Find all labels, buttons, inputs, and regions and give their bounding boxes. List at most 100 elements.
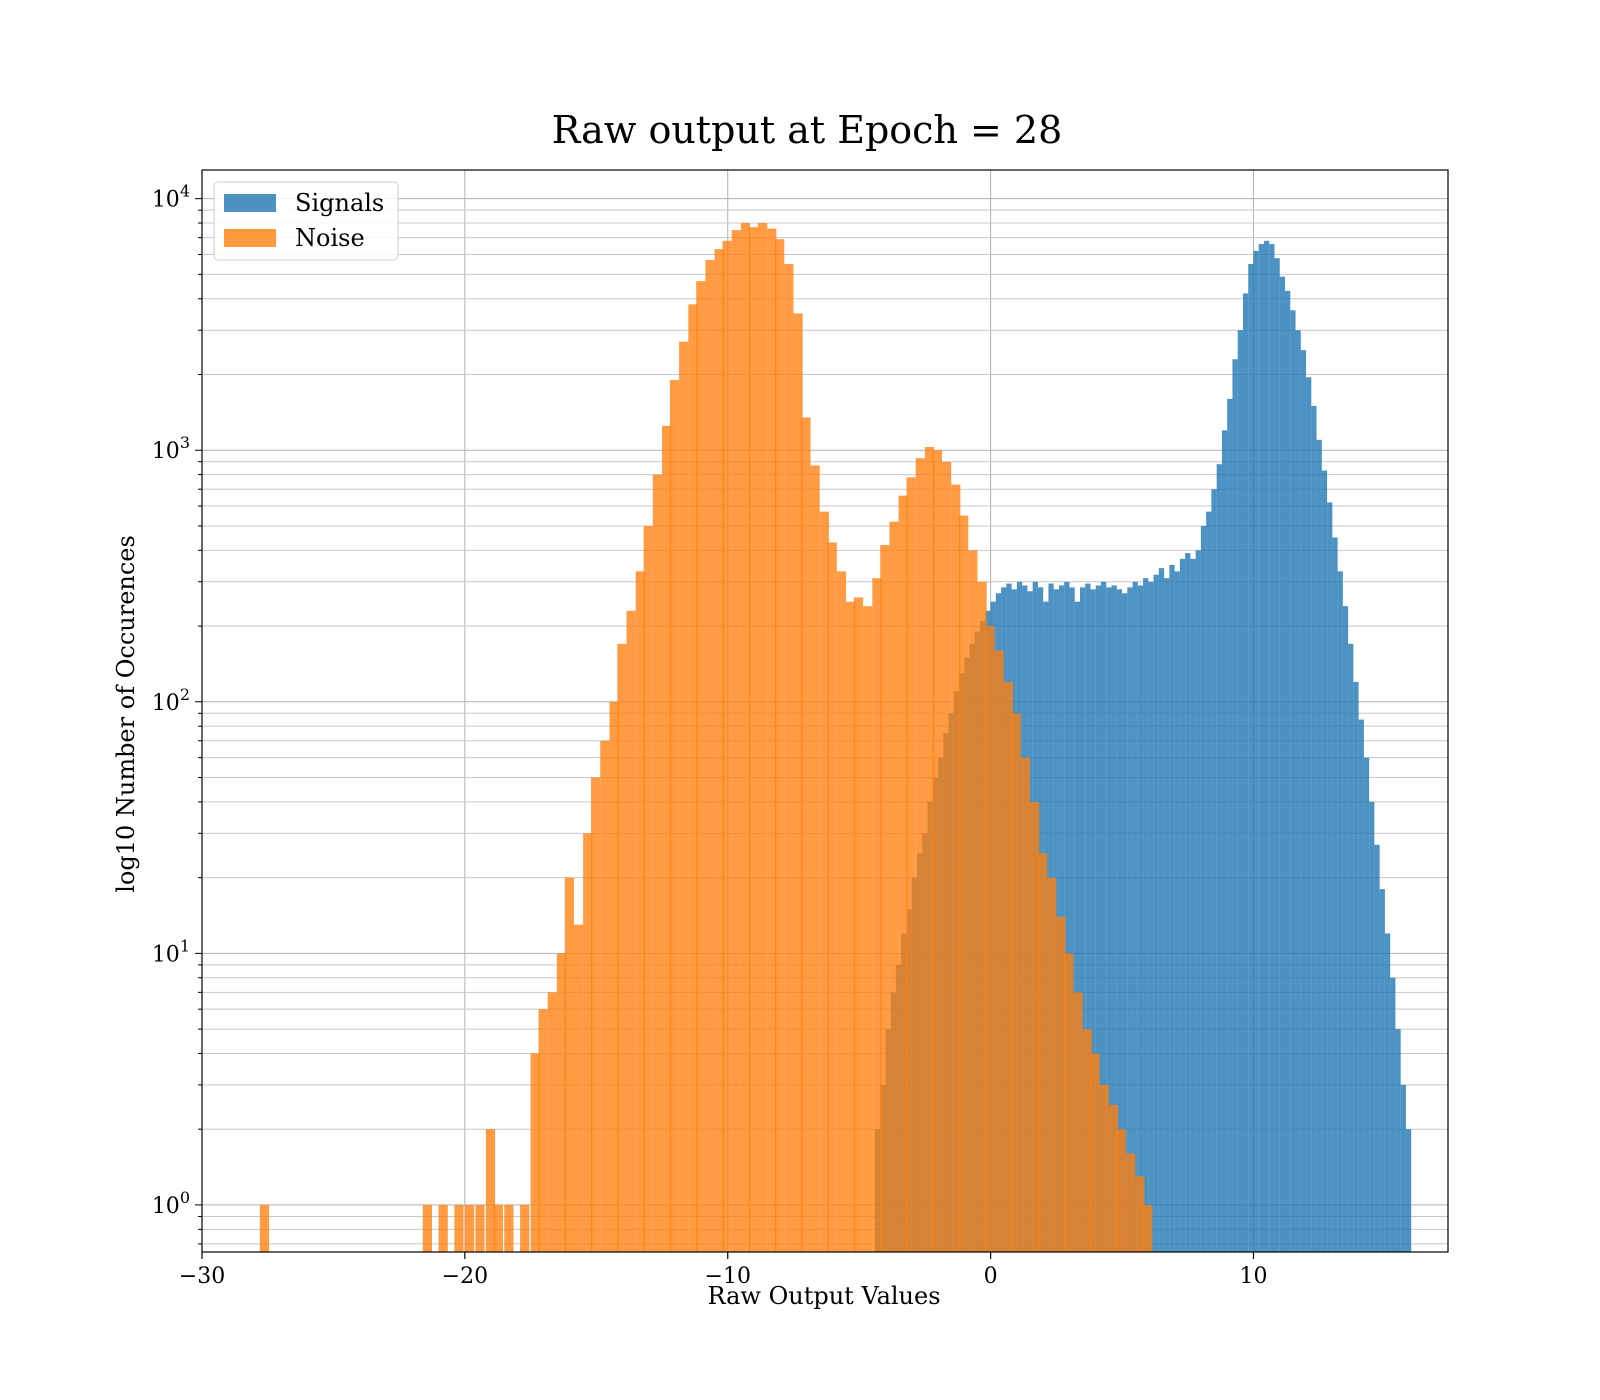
signals-bar (1290, 310, 1296, 1252)
noise-bar (1082, 1029, 1092, 1252)
signals-bar (1106, 587, 1112, 1252)
noise-bar (1030, 801, 1040, 1252)
signals-bar (1300, 350, 1307, 1252)
noise-bar (1108, 1104, 1119, 1252)
signals-bar (1190, 558, 1196, 1252)
signals-bar (1242, 293, 1249, 1252)
noise-bar (573, 924, 584, 1252)
signals-bar (1274, 258, 1280, 1252)
noise-bar (819, 511, 829, 1252)
legend-label-noise: Noise (295, 224, 365, 252)
noise-bar (669, 380, 680, 1253)
noise-bar (810, 465, 820, 1252)
noise-bar (985, 626, 995, 1252)
noise-bar (932, 450, 942, 1252)
noise-bar (600, 740, 610, 1252)
noise-bar (915, 458, 925, 1252)
noise-bar (1125, 1153, 1136, 1252)
signals-bar (1079, 587, 1086, 1252)
signals-bar (1185, 553, 1191, 1252)
noise-bar (740, 223, 751, 1252)
noise-bar (714, 249, 724, 1252)
noise-bar (259, 1204, 270, 1252)
signals-bar (1316, 439, 1322, 1252)
noise-bar (757, 223, 768, 1252)
noise-bar (547, 992, 557, 1252)
noise-bar (538, 1009, 548, 1252)
signals-bar (1405, 1129, 1412, 1252)
y-axis-label: log10 Number of Occurences (112, 535, 140, 893)
noise-bar (520, 1204, 530, 1252)
signals-bar (1395, 1029, 1401, 1252)
noise-bar (836, 571, 847, 1252)
noise-bar (880, 545, 890, 1252)
legend-swatch-signals (224, 194, 276, 212)
signals-bar (1258, 244, 1264, 1252)
signals-bar (1211, 489, 1217, 1252)
signals-bar (1137, 585, 1144, 1252)
noise-bar (530, 1053, 540, 1252)
noise-bar (652, 474, 663, 1252)
signals-bar (1164, 578, 1170, 1252)
noise-bar (863, 606, 873, 1252)
noise-bar (1116, 1129, 1126, 1252)
signals-bar (1143, 578, 1149, 1252)
noise-bar (454, 1204, 464, 1252)
noise-bar (485, 1129, 496, 1252)
signals-bar (1253, 250, 1259, 1253)
noise-bar (731, 230, 741, 1253)
signals-bar (1074, 601, 1080, 1252)
noise-bar (1003, 681, 1013, 1252)
noise-bar (422, 1204, 433, 1252)
signals-bar (1153, 574, 1159, 1252)
plot-frame (201, 169, 1449, 1253)
noise-bar (583, 833, 593, 1252)
signals-bar (1306, 377, 1312, 1252)
signals-bar (1206, 511, 1212, 1252)
signals-bar (1116, 589, 1123, 1252)
signals-bar (1332, 537, 1338, 1252)
noise-bar (438, 1204, 448, 1252)
y-tick-label: 104 (152, 182, 190, 213)
axis-ticks: −30 −20 −10 0 10 100 101 102 103 104 (152, 182, 1268, 1289)
signals-bar (1342, 606, 1349, 1252)
signals-bar (1085, 583, 1091, 1252)
noise-bar (748, 227, 758, 1252)
signals-bar (1132, 581, 1138, 1252)
noise-bar (968, 550, 978, 1252)
noise-bar (1073, 992, 1083, 1252)
noise-bar (775, 239, 785, 1252)
noise-bar (1090, 1053, 1100, 1252)
noise-bar (853, 597, 864, 1252)
signals-bar (1285, 290, 1291, 1252)
noise-bar (688, 304, 698, 1252)
signals-bar (1358, 719, 1364, 1252)
signals-bar (1379, 889, 1385, 1252)
noise-bar (643, 525, 653, 1252)
noise-bar (767, 228, 777, 1253)
signals-bar (1374, 844, 1380, 1252)
noise-bar (1011, 713, 1021, 1252)
signals-bar (1127, 587, 1133, 1252)
signals-bar (1363, 757, 1370, 1252)
signals-bar (1279, 276, 1286, 1253)
noise-bar (889, 521, 899, 1252)
noise-bar (1020, 757, 1031, 1252)
noise-bar (793, 313, 803, 1252)
noise-bar (591, 777, 601, 1252)
noise-bar (941, 461, 952, 1252)
signals-bar (1237, 330, 1243, 1252)
signals-bar (1122, 593, 1128, 1252)
noise-bar (493, 1204, 503, 1252)
noise-bar (872, 578, 882, 1252)
noise-bar (679, 341, 689, 1252)
y-tick-label: 100 (152, 1188, 190, 1219)
x-tick-label: 10 (1239, 1264, 1267, 1289)
noise-bar (784, 263, 794, 1252)
chart-title: Raw output at Epoch = 28 (552, 108, 1063, 152)
noise-bar (564, 877, 574, 1252)
signals-bar (1111, 585, 1117, 1252)
signals-bar (1174, 571, 1180, 1252)
signals-bar (1369, 801, 1375, 1252)
